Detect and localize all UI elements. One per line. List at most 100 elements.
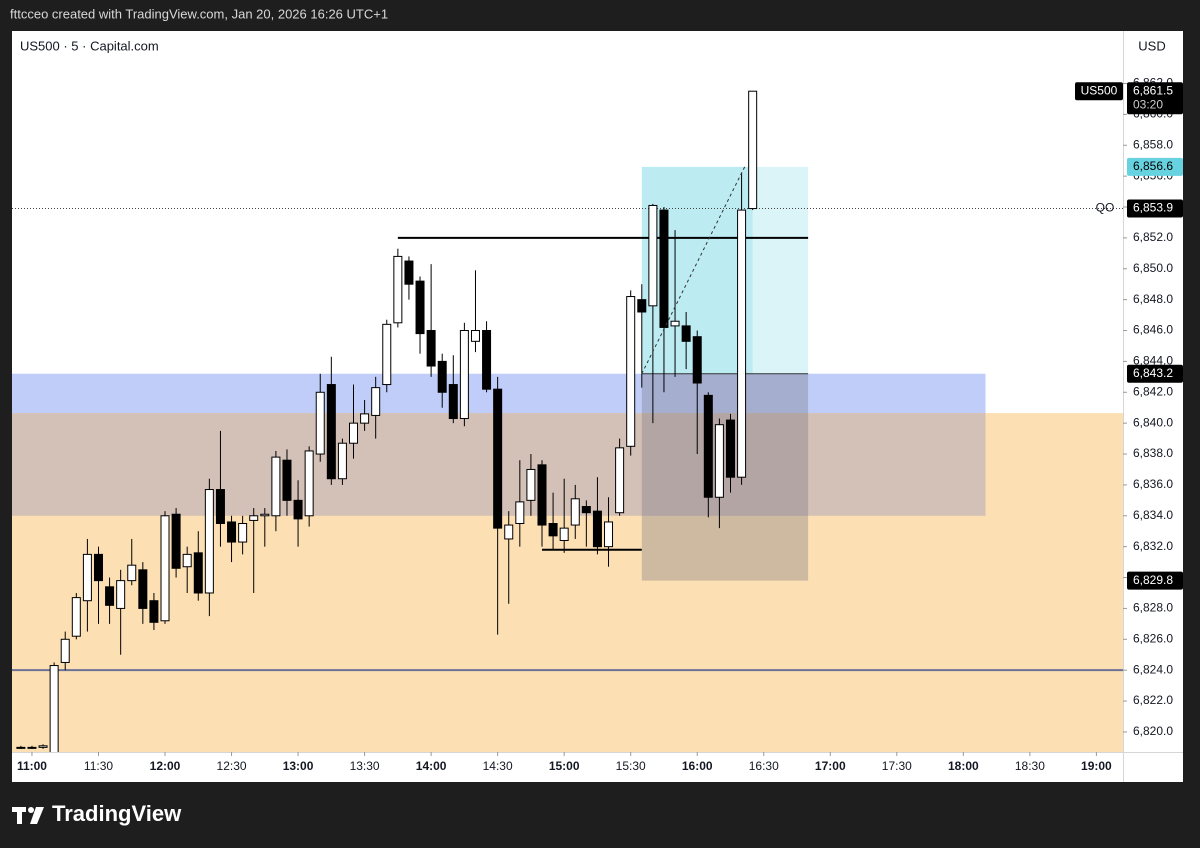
chart-title: US500 · 5 · Capital.com xyxy=(20,38,159,53)
x-tick-label: 15:30 xyxy=(616,759,646,773)
candle-body xyxy=(360,413,370,424)
candle-body xyxy=(581,506,591,514)
candle-body xyxy=(504,524,514,540)
candle-body xyxy=(737,209,747,478)
x-tick-label: 13:30 xyxy=(350,759,380,773)
candle-body xyxy=(71,597,81,637)
candle-body xyxy=(227,521,237,543)
position-path xyxy=(641,166,746,374)
price-label: 6,853.9 xyxy=(1133,201,1173,215)
candle-body xyxy=(249,515,259,521)
qo-label: QO xyxy=(1096,201,1115,215)
x-tick-label: 16:00 xyxy=(682,759,713,773)
plot-area xyxy=(12,90,1123,752)
x-tick-label: 18:30 xyxy=(1015,759,1045,773)
candle-body xyxy=(548,523,558,537)
candle-body xyxy=(149,600,159,623)
axes: 6,820.06,822.06,824.06,826.06,828.06,830… xyxy=(17,76,1183,773)
candle-body xyxy=(182,553,192,568)
x-tick-label: 17:00 xyxy=(815,759,846,773)
x-tick-label: 18:00 xyxy=(948,759,979,773)
candle-body xyxy=(681,325,691,342)
candle-body xyxy=(404,260,414,285)
candle-body xyxy=(127,564,137,582)
candle-body xyxy=(426,330,436,367)
y-tick-label: 6,828.0 xyxy=(1133,601,1173,615)
candle-body xyxy=(215,489,225,525)
candle-body xyxy=(116,580,126,609)
candle-body xyxy=(271,456,281,517)
y-tick-label: 6,846.0 xyxy=(1133,323,1173,337)
candle-body xyxy=(670,320,680,327)
y-tick-label: 6,836.0 xyxy=(1133,477,1173,491)
candle-body xyxy=(515,501,525,525)
price-label: 6,829.8 xyxy=(1133,573,1173,587)
price-label-box xyxy=(1127,199,1183,218)
price-label-time: 03:20 xyxy=(1133,97,1163,111)
x-tick-label: 16:30 xyxy=(749,759,779,773)
y-tick-label: 6,850.0 xyxy=(1133,261,1173,275)
currency: USD xyxy=(1138,38,1165,53)
x-tick-label: 13:00 xyxy=(283,759,314,773)
y-tick-label: 6,848.0 xyxy=(1133,292,1173,306)
price-label: 6,843.2 xyxy=(1133,366,1173,380)
price-label: 6,856.6 xyxy=(1133,159,1173,173)
candle-body xyxy=(82,553,92,602)
brand: TradingView xyxy=(52,801,182,826)
y-tick-label: 6,842.0 xyxy=(1133,384,1173,398)
candle-body xyxy=(393,255,403,324)
stop-zone xyxy=(641,373,809,581)
candle-body xyxy=(337,442,347,480)
y-tick-label: 6,840.0 xyxy=(1133,415,1173,429)
candle-body xyxy=(315,391,325,455)
y-tick-label: 6,820.0 xyxy=(1133,724,1173,738)
x-tick-label: 11:30 xyxy=(84,759,113,773)
candle-body xyxy=(382,323,392,386)
candle-body xyxy=(592,510,602,548)
candle-body xyxy=(415,280,425,335)
candle-body xyxy=(615,447,625,514)
y-tick-label: 6,858.0 xyxy=(1133,137,1173,151)
candle-body xyxy=(238,523,248,543)
candle-body xyxy=(448,384,458,420)
symbol-tag: US500 xyxy=(1081,83,1118,97)
candle-body xyxy=(138,569,148,609)
candle-body xyxy=(604,521,614,548)
x-tick-label: 14:00 xyxy=(416,759,447,773)
candle-body xyxy=(437,360,447,393)
logo xyxy=(12,807,44,824)
candle-body xyxy=(725,419,735,478)
candle-body xyxy=(570,498,580,526)
candle-body xyxy=(493,388,503,529)
candle-body xyxy=(171,513,181,569)
candle-body xyxy=(16,746,26,749)
y-tick-label: 6,822.0 xyxy=(1133,693,1173,707)
candle-body xyxy=(648,204,658,307)
price-label-box xyxy=(1127,82,1183,115)
x-tick-label: 15:00 xyxy=(549,759,580,773)
candle-body xyxy=(748,90,758,210)
candle-body xyxy=(193,552,203,594)
candle-body xyxy=(459,330,469,420)
candle-body xyxy=(60,638,70,663)
candle-body xyxy=(349,422,359,444)
y-tick-label: 6,832.0 xyxy=(1133,539,1173,553)
candle-body xyxy=(304,450,314,517)
candle-body xyxy=(526,468,536,501)
candle-body xyxy=(537,464,547,526)
candle-body xyxy=(637,299,647,313)
candle-body xyxy=(49,665,59,752)
y-tick-label: 6,838.0 xyxy=(1133,446,1173,460)
y-tick-label: 6,852.0 xyxy=(1133,230,1173,244)
price-label-box xyxy=(1127,571,1183,590)
candle-body xyxy=(714,424,724,498)
candle-body xyxy=(204,489,214,594)
candle-body xyxy=(692,336,702,384)
x-tick-label: 19:00 xyxy=(1081,759,1112,773)
price-label-box xyxy=(1127,157,1183,176)
candle-body xyxy=(470,330,480,342)
candle-body xyxy=(260,513,270,517)
y-tick-label: 6,844.0 xyxy=(1133,354,1173,368)
candle-body xyxy=(482,330,492,390)
